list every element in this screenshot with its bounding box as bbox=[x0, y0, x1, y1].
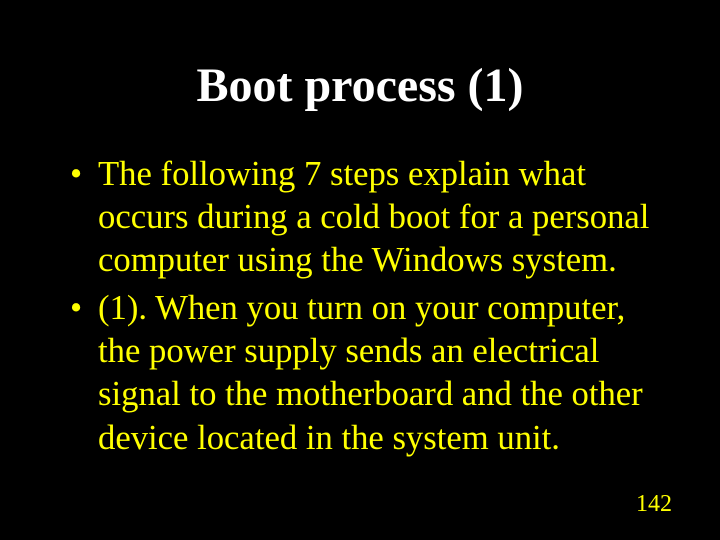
slide: Boot process (1) The following 7 steps e… bbox=[0, 0, 720, 540]
bullet-item: The following 7 steps explain what occur… bbox=[60, 153, 660, 283]
bullet-item: (1). When you turn on your computer, the… bbox=[60, 287, 660, 460]
slide-title: Boot process (1) bbox=[60, 60, 660, 113]
page-number: 142 bbox=[636, 491, 672, 518]
bullet-list: The following 7 steps explain what occur… bbox=[60, 153, 660, 460]
